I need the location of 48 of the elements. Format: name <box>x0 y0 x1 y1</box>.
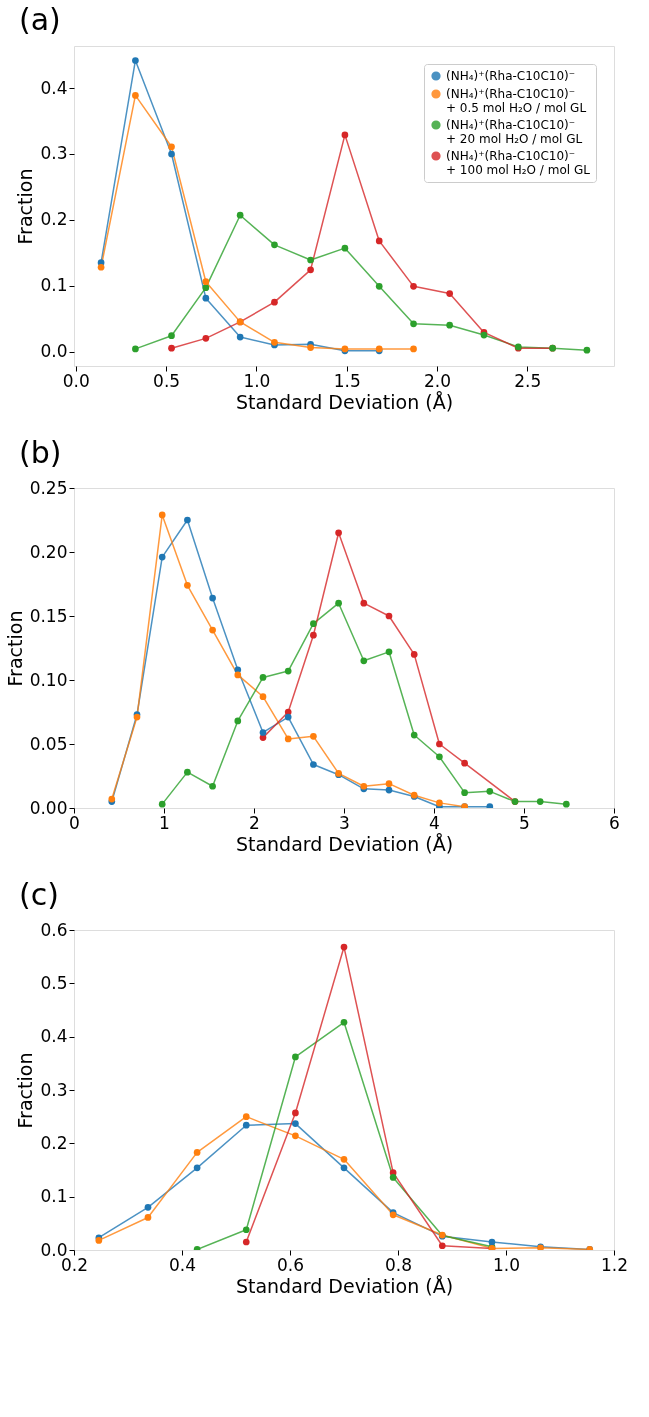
x-tick-label: 1 <box>159 812 170 833</box>
y-tick-label: 0.1 <box>40 1186 68 1207</box>
x-axis-title: Standard Deviation (Å) <box>235 1274 454 1297</box>
legend-label: (NH₄)⁺(Rha-C10C10)⁻ + 0.5 mol H₂O / mol GL <box>446 87 587 115</box>
y-tick-label: 0.4 <box>40 1026 68 1047</box>
y-tick-label: 0.6 <box>40 919 68 940</box>
y-tick-label: 0.2 <box>40 209 68 230</box>
x-tick-label: 2 <box>249 812 260 833</box>
y-tick-label: 0.1 <box>40 275 68 296</box>
y-axis-title: Fraction <box>14 168 37 245</box>
chart-title: (a) <box>19 2 61 37</box>
x-tick-label: 1.0 <box>492 1254 521 1275</box>
y-tick-label: 0.3 <box>40 1079 68 1100</box>
x-tick-label: 6 <box>609 812 620 833</box>
x-axis-title: Standard Deviation (Å) <box>235 390 454 413</box>
x-tick-label: 0.5 <box>153 370 181 391</box>
x-tick-label: 0 <box>69 812 80 833</box>
y-axis-title: Fraction <box>14 1052 37 1129</box>
y-tick-label: 0.0 <box>40 341 68 362</box>
x-tick-label: 0.4 <box>168 1254 197 1275</box>
chart-title: (b) <box>19 435 62 470</box>
x-tick-label: 2.5 <box>514 370 542 391</box>
y-tick-label: 0.00 <box>29 797 68 818</box>
x-tick-label: 1.5 <box>333 370 361 391</box>
x-tick-label: 5 <box>519 812 530 833</box>
x-tick-label: 1.2 <box>600 1254 629 1275</box>
legend-label: (NH₄)⁺(Rha-C10C10)⁻ <box>446 69 576 83</box>
x-tick-label: 0.6 <box>276 1254 305 1275</box>
y-tick-label: 0.05 <box>29 733 68 754</box>
y-tick-label: 0.15 <box>29 605 68 626</box>
x-tick-label: 0.0 <box>62 370 90 391</box>
x-tick-label: 1.0 <box>243 370 271 391</box>
y-tick-label: 0.2 <box>40 1132 68 1153</box>
x-tick-label: 3 <box>339 812 350 833</box>
x-tick-label: 4 <box>429 812 440 833</box>
x-tick-label: 2.0 <box>423 370 452 391</box>
y-tick-label: 0.5 <box>40 972 68 993</box>
y-axis-title: Fraction <box>3 610 26 687</box>
x-axis-title: Standard Deviation (Å) <box>235 832 454 855</box>
legend-label: (NH₄)⁺(Rha-C10C10)⁻ + 100 mol H₂O / mol GL <box>446 149 591 177</box>
y-tick-label: 0.10 <box>29 669 68 690</box>
y-tick-label: 0.20 <box>29 541 68 562</box>
legend-label: (NH₄)⁺(Rha-C10C10)⁻ + 20 mol H₂O / mol GL <box>446 118 583 146</box>
chart-title: (c) <box>19 877 59 912</box>
x-tick-label: 0.8 <box>384 1254 413 1275</box>
y-tick-label: 0.25 <box>29 477 68 498</box>
y-tick-label: 0.4 <box>40 77 68 98</box>
y-tick-label: 0.3 <box>40 143 68 164</box>
